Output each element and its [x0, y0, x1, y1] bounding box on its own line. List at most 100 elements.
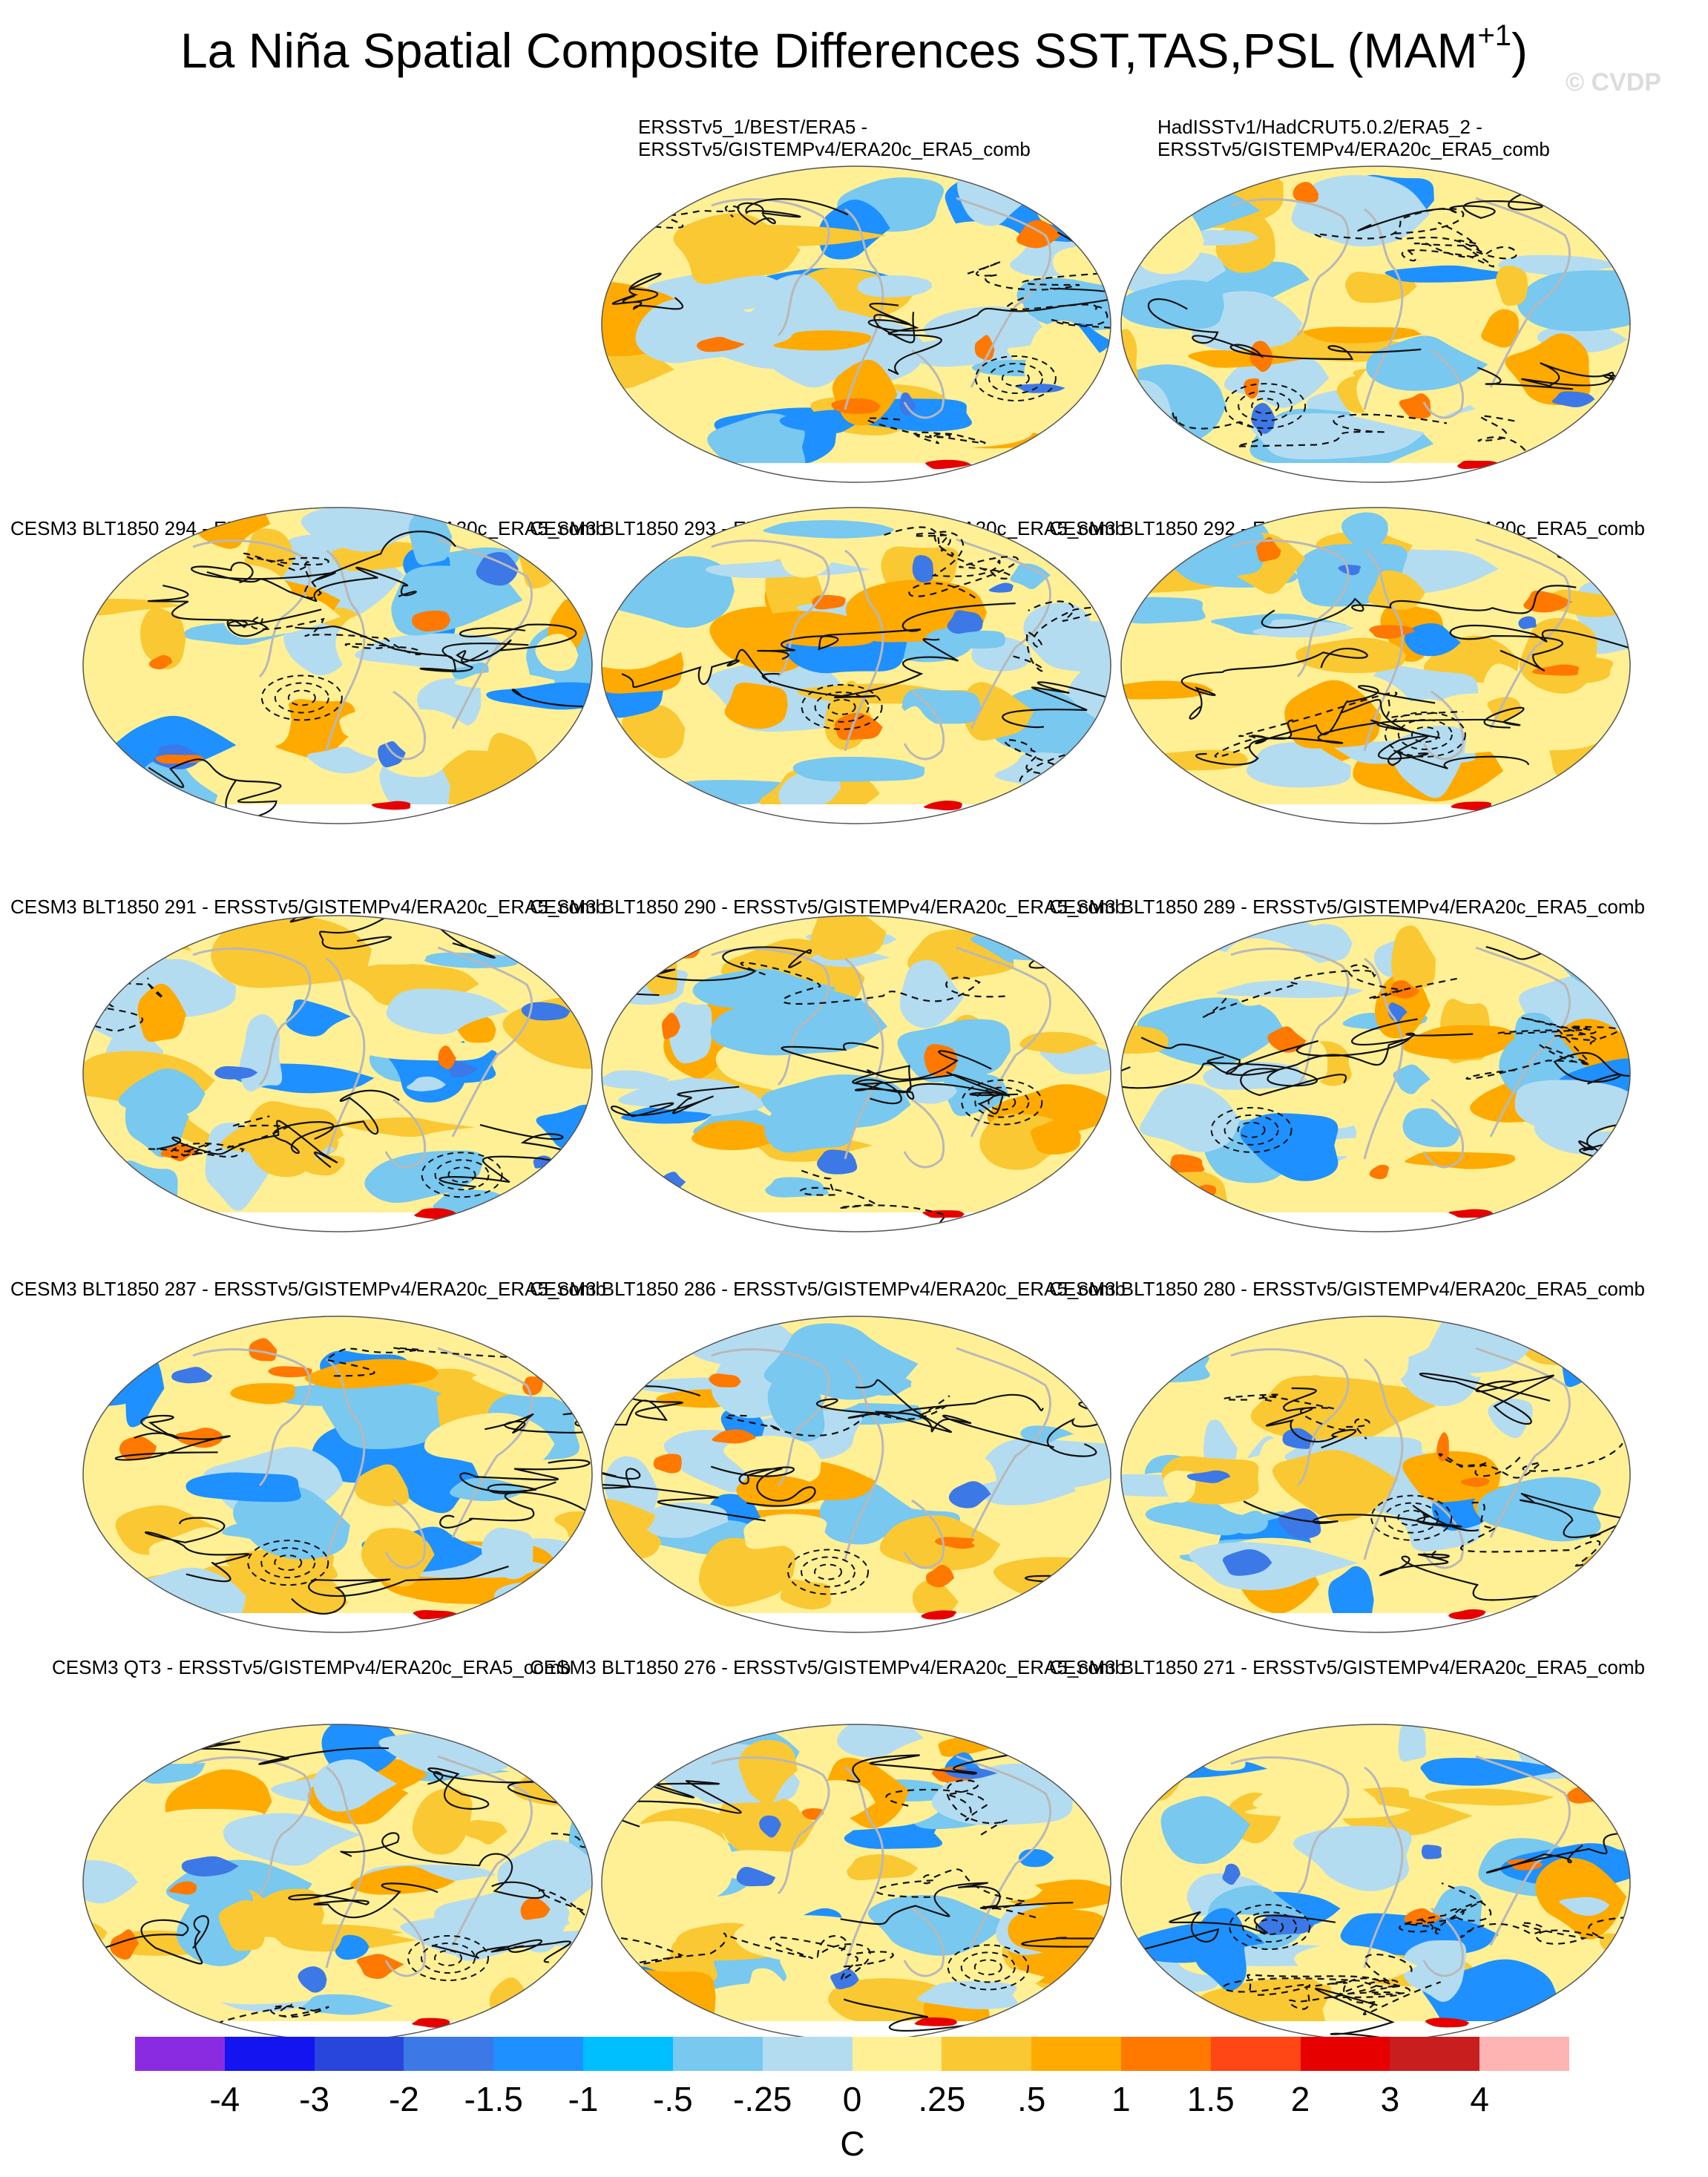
anomaly-patch — [1031, 1119, 1081, 1155]
psl-contour — [852, 1065, 1008, 1105]
anomaly-patch — [1402, 1451, 1501, 1503]
anomaly-patch — [602, 1345, 651, 1394]
panel-label: CESM3 BLT1850 280 - ERSSTv5/GISTEMPv4/ER… — [1049, 1278, 1645, 1300]
anomaly-patch — [513, 1764, 592, 1806]
map-panel — [601, 507, 1111, 824]
psl-contour-ring — [801, 1556, 856, 1588]
strong-anomaly-patch — [1278, 1508, 1321, 1539]
psl-contour — [740, 962, 1006, 1005]
anomaly-patch — [1341, 512, 1388, 548]
map-outline — [1120, 507, 1631, 824]
anomaly-patch — [1398, 1724, 1427, 1762]
psl-contour-ring — [801, 683, 883, 730]
psl-contour — [1202, 964, 1460, 1018]
anomaly-patch — [1294, 1944, 1418, 1986]
psl-contour — [1002, 681, 1111, 729]
anomaly-patch — [888, 221, 1034, 292]
psl-contour-ring — [260, 674, 343, 721]
map-panel — [1120, 915, 1631, 1232]
colorbar-box — [404, 2037, 494, 2071]
anomaly-patch — [602, 1821, 735, 1907]
strong-anomaly-patch — [168, 1881, 197, 1895]
anomaly-patch — [233, 1485, 350, 1560]
psl-contour — [1399, 1882, 1492, 1934]
anomaly-patch — [321, 1385, 440, 1450]
antarctica — [602, 463, 1111, 482]
map-panel — [601, 915, 1111, 1232]
anomaly-patch — [736, 1475, 841, 1508]
anomaly-patch — [618, 1078, 764, 1113]
psl-contour — [1343, 1954, 1442, 2015]
anomaly-patch — [83, 937, 169, 959]
colorbar-box — [493, 2037, 584, 2071]
colorbar-tick-label: -1.5 — [464, 2080, 523, 2118]
panel-label: HadISSTv1/HadCRUT5.0.2/ERA5_2 - ERSSTv5/G… — [1157, 116, 1550, 160]
map-outline — [1120, 165, 1631, 483]
anomaly-patch — [550, 1357, 592, 1385]
anomaly-patch — [185, 1472, 301, 1503]
panel-label: CESM3 BLT1850 289 - ERSSTv5/GISTEMPv4/ER… — [1049, 896, 1645, 918]
anomaly-patch — [1121, 1328, 1163, 1379]
panel-label-line: CESM3 BLT1850 276 - ERSSTv5/GISTEMPv4/ER… — [530, 1656, 1126, 1678]
antarctic-anomaly — [925, 459, 972, 470]
strong-anomaly-patch — [438, 1045, 456, 1070]
anomaly-patch — [765, 1177, 829, 1198]
anomaly-patch — [386, 988, 509, 1034]
strong-anomaly-patch — [1244, 378, 1260, 399]
psl-contour — [1460, 1915, 1630, 1945]
anomaly-patch — [1246, 742, 1351, 788]
psl-contour — [723, 1395, 950, 1437]
panel-label: CESM3 BLT1850 271 - ERSSTv5/GISTEMPv4/ER… — [1049, 1656, 1645, 1678]
anomaly-patch — [407, 1076, 446, 1091]
panel-label-line: CESM3 BLT1850 280 - ERSSTv5/GISTEMPv4/ER… — [1049, 1278, 1645, 1300]
anomaly-patch — [1517, 270, 1630, 332]
anomaly-patch — [810, 916, 887, 960]
strong-anomaly-patch — [214, 1065, 258, 1080]
antarctic-anomaly — [923, 801, 962, 811]
psl-contour — [456, 623, 577, 663]
strong-anomaly-patch — [110, 1929, 139, 1960]
anomaly-patch — [1045, 941, 1111, 959]
strong-anomaly-patch — [1338, 565, 1362, 576]
strong-anomaly-patch — [1532, 664, 1580, 676]
psl-contour — [1465, 1028, 1592, 1080]
colorbar-tick-label: -.5 — [653, 2080, 693, 2118]
anomaly-patch — [300, 1994, 394, 2015]
map-outline — [1120, 1316, 1631, 1633]
psl-contour — [1419, 1373, 1554, 1425]
anomaly-patch — [1391, 925, 1436, 991]
strong-anomaly-patch — [171, 1367, 213, 1384]
antarctic-anomaly — [1451, 801, 1491, 811]
coastline — [711, 1755, 1051, 1977]
psl-contour-ring — [407, 1934, 489, 1981]
anomaly-patch — [1121, 1022, 1169, 1054]
anomaly-patch — [223, 1813, 361, 1866]
anomaly-patch — [779, 410, 863, 434]
anomaly-patch — [1412, 295, 1460, 326]
psl-contour — [1243, 1500, 1479, 1532]
coastline — [1230, 197, 1571, 419]
antarctic-anomaly — [412, 2017, 450, 2028]
strong-anomaly-patch — [816, 1149, 858, 1175]
anomaly-patch — [691, 1120, 785, 1151]
strong-anomaly-patch — [1399, 393, 1431, 419]
anomaly-patch — [961, 682, 1034, 741]
anomaly-patch — [562, 760, 592, 794]
psl-contour — [612, 272, 683, 311]
panel-label-line: ERSSTv5_1/BEST/ERA5 - — [638, 116, 868, 138]
anomaly-patch — [1137, 997, 1285, 1066]
psl-contour-ring — [814, 691, 870, 723]
map-field — [83, 1724, 592, 2040]
strong-anomaly-patch — [521, 1002, 571, 1021]
strong-anomaly-patch — [948, 1481, 991, 1508]
antarctica — [83, 804, 592, 824]
psl-contour — [873, 312, 942, 375]
anomaly-patch — [1611, 1967, 1630, 2001]
anomaly-patch — [1047, 775, 1111, 794]
anomaly-patch — [602, 1963, 716, 2030]
psl-contour — [1379, 1550, 1560, 1601]
strong-anomaly-patch — [934, 1537, 975, 1549]
antarctic-anomaly — [914, 2017, 958, 2026]
antarctic-anomaly — [413, 1609, 460, 1620]
psl-contour — [1521, 1017, 1619, 1045]
